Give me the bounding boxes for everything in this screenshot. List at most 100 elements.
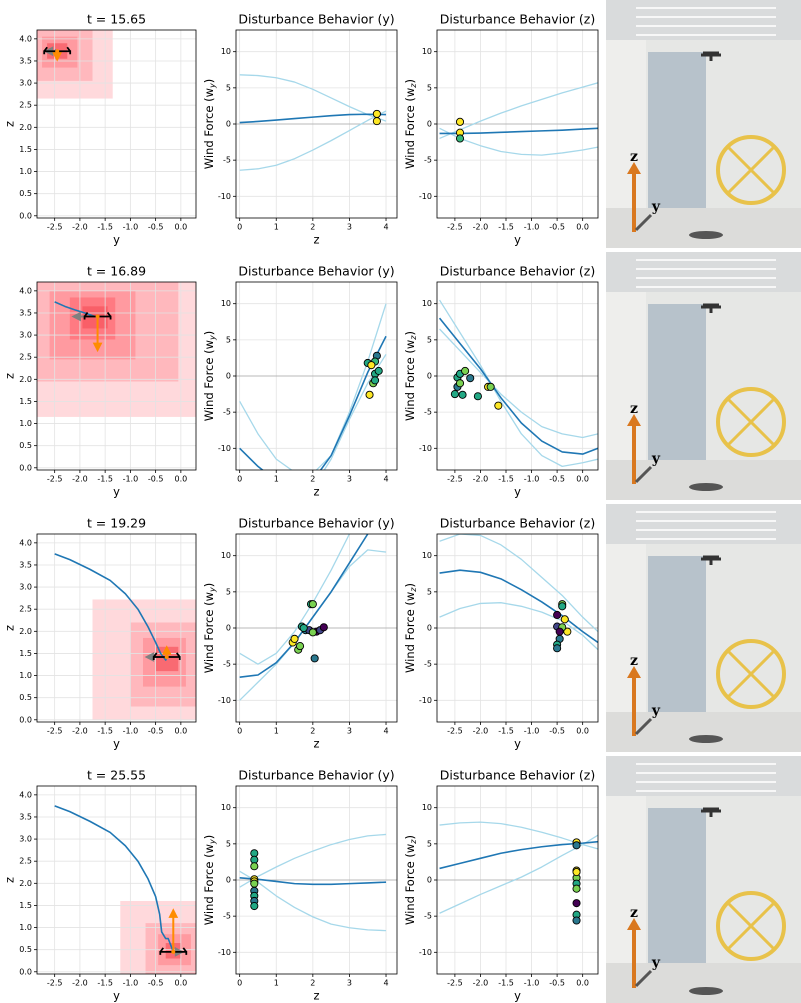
y-tick-label: 5 [427,83,432,92]
curtain [648,808,706,968]
plot-content [37,534,196,722]
data-point [455,134,465,143]
photo-label: y [651,199,661,215]
y-axis-label: Wind Force (wy) [202,79,217,169]
y-axis-label: Wind Force (wz) [403,79,418,169]
y-axis-label: Wind Force (wy) [202,583,217,673]
data-point [553,610,562,620]
series-line [239,870,387,932]
shadow [689,987,723,995]
data-point [250,901,259,911]
y-tick-label: 0.5 [19,441,32,450]
shadow [689,735,723,743]
series-line [239,303,387,470]
x-tick-label: 3 [347,727,352,736]
y-tick-label: 2.0 [19,879,32,888]
plot-frame [235,533,398,723]
x-tick-label: -1.5 [498,727,514,736]
y-tick-label: -10 [218,948,231,957]
subplot: -2.5 -2.0 -1.5 -1.0 -0.5 0.0 0.0 0.5 1.0 1.5 2.0 2.… [3,264,197,499]
y-tick-label: 0 [427,372,432,381]
x-tick-label: 1 [274,979,279,988]
x-tick-label: -2.0 [473,223,489,232]
data-point [308,628,317,637]
series-line [239,335,387,470]
x-axis-label: y [113,485,120,499]
y-axis-label: Wind Force (wz) [403,835,418,925]
arrow-head [71,311,81,322]
plot-frame [235,785,398,975]
data-point [310,654,319,663]
series-line [438,317,598,455]
series-line [239,74,387,122]
ceiling [606,252,801,292]
data-point [555,627,564,636]
y-tick-label: -5 [424,912,432,921]
y-tick-label: 0.5 [19,945,32,954]
chart-title: t = 16.89 [87,264,146,279]
drone-position [164,654,169,659]
chart-title: Disturbance Behavior (y) [238,768,394,783]
plot-frame [36,533,197,723]
y-tick-label: 0 [226,120,231,129]
x-tick-label: 2 [310,727,315,736]
x-tick-label: -0.5 [549,979,565,988]
data-point [367,361,376,370]
arrow-head [161,645,172,655]
chart-title: Disturbance Behavior (y) [238,264,394,279]
chart-title: Disturbance Behavior (y) [238,12,394,27]
fan [716,387,786,457]
ceiling [606,0,801,40]
y-tick-label: 5 [427,839,432,848]
series-line [439,127,598,135]
plot-content [236,786,397,974]
y-tick-label: 1.5 [19,145,32,154]
subplot: 0 1 2 3 4 -10 -5 0 5 10 Disturbance Behavior (y) z W… [202,264,398,499]
x-tick-label: -1.5 [97,223,113,232]
data-point [494,401,503,410]
x-tick-label: 4 [383,475,388,484]
y-axis-label: z [3,877,17,883]
data-point [250,879,259,888]
y-tick-label: -5 [424,408,432,417]
data-point [553,644,562,653]
y-tick-label: -10 [218,192,231,201]
y-tick-label: -10 [419,948,432,957]
data-point [572,899,581,908]
y-tick-label: 10 [422,551,432,560]
y-tick-label: 0.0 [19,211,32,220]
fan-spokes [726,397,776,447]
x-axis-label: y [514,989,521,1003]
y-tick-label: 1.0 [19,419,32,428]
y-tick-label: 10 [221,47,231,56]
y-axis-label: z [3,625,17,631]
plot-frame [36,281,197,471]
x-tick-label: -2.0 [473,979,489,988]
x-tick-label: -0.5 [148,223,164,232]
y-tick-label: 5 [427,335,432,344]
x-tick-label: -0.5 [549,727,565,736]
x-tick-label: -1.0 [524,223,540,232]
x-tick-label: -1.5 [97,475,113,484]
y-axis-label: Wind Force (wy) [202,331,217,421]
y-arrow [634,717,653,736]
x-tick-label: -2.5 [47,223,63,232]
x-tick-label: -1.5 [97,727,113,736]
y-tick-label: -10 [218,696,231,705]
subplot: -2.5 -2.0 -1.5 -1.0 -0.5 0.0 0.0 0.5 1.0 1.5 2.0 2.… [3,12,197,247]
left-wall [606,292,646,460]
x-tick-label: 0.0 [576,727,589,736]
y-tick-label: 10 [221,299,231,308]
y-tick-label: 2.0 [19,375,32,384]
y-tick-label: 2.5 [19,857,32,866]
x-axis-label: y [514,233,521,247]
y-tick-label: 10 [221,803,231,812]
data-point [558,602,567,611]
data-point [370,376,380,385]
x-tick-label: -1.5 [498,979,514,988]
y-axis-label-part: z [409,839,418,845]
x-tick-label: -1.5 [97,979,113,988]
shadow [689,231,723,239]
fan-spokes [726,901,776,951]
photo: zy [606,756,801,1003]
